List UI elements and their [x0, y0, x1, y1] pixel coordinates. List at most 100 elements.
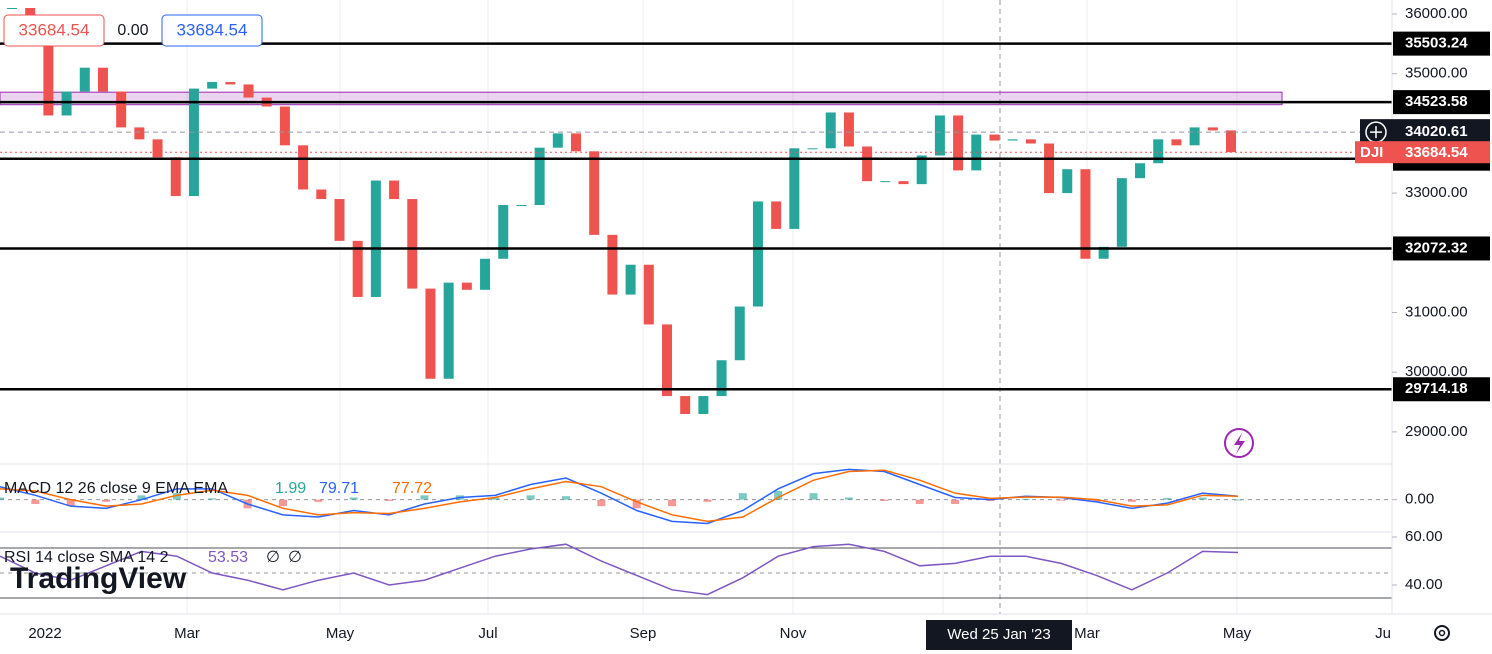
time-label: Mar: [1074, 625, 1100, 642]
histogram-bar: [844, 497, 853, 500]
histogram-bar: [597, 499, 606, 507]
price-tick-label: 30000.00: [1405, 363, 1468, 380]
candle: [825, 112, 836, 149]
price-tick-label: 35000.00: [1405, 65, 1468, 82]
indicator-value: 79.71: [319, 480, 359, 497]
histogram-bar: [951, 499, 960, 504]
candle: [443, 282, 454, 379]
candle: [316, 189, 327, 200]
histogram-bar: [774, 491, 783, 500]
legend-box: [161, 14, 263, 47]
legend-box: [3, 14, 105, 47]
candle: [880, 181, 891, 183]
histogram-bar: [314, 499, 323, 502]
candle: [116, 91, 127, 128]
histogram-bar: [102, 499, 111, 502]
histogram-bar: [172, 493, 181, 500]
settings-gear[interactable]: [1434, 625, 1450, 641]
candle: [1153, 139, 1164, 164]
candle: [352, 240, 363, 297]
candle: [1189, 127, 1200, 146]
candle: [461, 282, 472, 290]
histogram-bar: [137, 495, 146, 500]
rsi-line: [0, 543, 1239, 596]
symbol-label: DJI: [1360, 144, 1383, 161]
price-tick-label: 31000.00: [1405, 303, 1468, 320]
candle: [953, 115, 964, 171]
level-label-box: [1393, 31, 1490, 56]
histogram-bar: [385, 499, 394, 501]
price-tick-label: 33000.00: [1405, 184, 1468, 201]
histogram-bar: [1092, 499, 1101, 502]
crosshair-price-label: 34020.61: [1405, 123, 1468, 140]
indicator-value: 77.72: [392, 480, 432, 497]
candle: [1025, 139, 1036, 144]
candle: [425, 288, 436, 379]
candle: [643, 264, 654, 325]
candle: [407, 199, 418, 289]
candle: [771, 201, 782, 229]
time-label: 2022: [28, 625, 61, 642]
candle: [734, 306, 745, 361]
histogram-bar: [1057, 499, 1066, 501]
candle: [516, 205, 527, 207]
legend-price: 33684.54: [19, 20, 90, 39]
plot: [0, 8, 1392, 596]
price-tick-label: 29000.00: [1405, 423, 1468, 440]
level-label: 35503.24: [1405, 35, 1468, 52]
last-price-label: 33684.54: [1405, 144, 1468, 161]
crosshair-time-label: Wed 25 Jan '23: [947, 626, 1051, 643]
candle: [589, 151, 600, 235]
time-label: Sep: [630, 625, 657, 642]
candle: [789, 148, 800, 229]
histogram-bar: [0, 497, 4, 500]
histogram-bar: [703, 499, 712, 502]
axes: 2022 Mar May Jul Sep Nov Mar May Ju Wed 25 Jan '2…: [3, 5, 1490, 650]
candle: [1098, 246, 1109, 259]
alert-icon[interactable]: [1224, 428, 1254, 458]
add-button-plus: [1370, 126, 1382, 139]
candle: [389, 180, 400, 200]
time-label: Jul: [478, 625, 497, 642]
candle: [498, 205, 509, 259]
histogram-bar: [561, 496, 570, 500]
candle: [898, 181, 909, 185]
level-label-box: [1393, 236, 1490, 261]
candle: [370, 180, 381, 297]
candle: [534, 147, 545, 206]
candle: [625, 264, 636, 295]
candle: [207, 82, 218, 89]
histogram-bar: [1234, 499, 1242, 501]
candle: [79, 67, 90, 92]
candle: [243, 84, 254, 98]
candle: [752, 201, 763, 307]
candle: [680, 396, 691, 414]
histogram-bar: [738, 493, 747, 500]
candle: [1171, 139, 1182, 146]
candle: [1062, 169, 1073, 194]
histogram-bar: [668, 499, 677, 507]
histogram-bar: [208, 498, 217, 500]
histogram-bar: [349, 497, 358, 500]
histogram-bar: [1198, 497, 1207, 500]
indicator-na: ∅: [266, 549, 280, 566]
candle: [807, 148, 818, 150]
candle: [97, 67, 108, 92]
candle: [607, 234, 618, 295]
level-label-box: [1393, 90, 1490, 115]
candle: [552, 133, 563, 148]
histogram-bar: [1021, 498, 1030, 500]
candle: [134, 127, 145, 140]
brand-logo: TradingView: [10, 562, 187, 595]
last-price-box: [1355, 141, 1490, 164]
candle: [862, 146, 873, 182]
histogram-bar: [278, 499, 287, 507]
candle: [1116, 178, 1127, 247]
candle: [989, 134, 1000, 141]
histogram-bar: [31, 499, 40, 504]
candle: [334, 199, 345, 241]
level-label: 34523.58: [1405, 93, 1468, 110]
candle: [661, 324, 672, 397]
